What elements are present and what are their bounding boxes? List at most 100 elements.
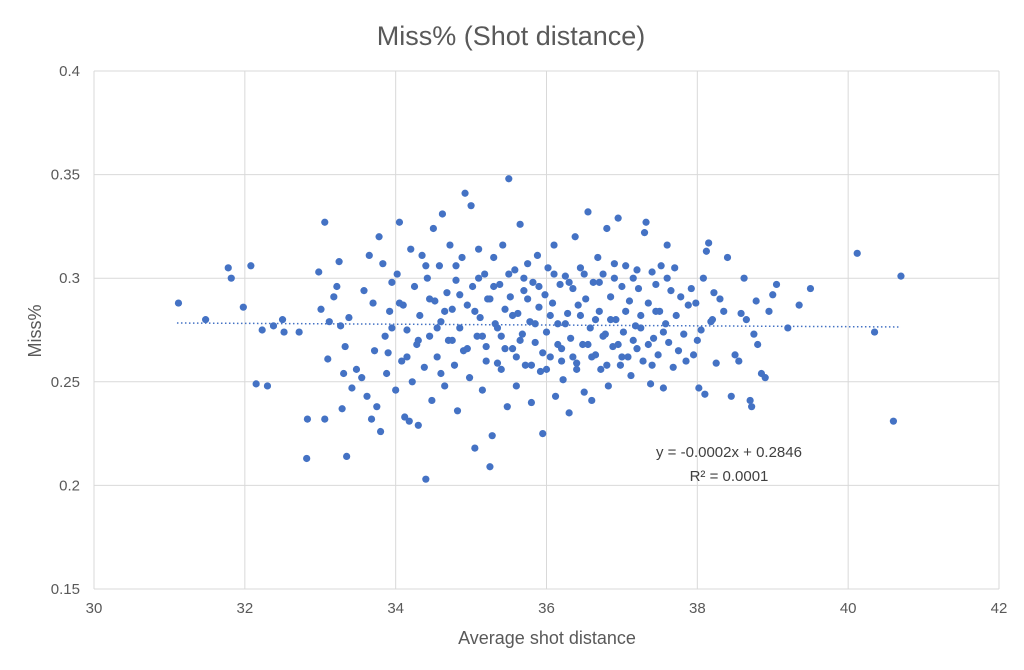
trendline-path (176, 322, 901, 328)
data-point (348, 384, 356, 392)
x-tick-label: 40 (840, 600, 857, 617)
data-point (527, 398, 536, 407)
data-point (625, 297, 634, 305)
data-point (561, 272, 569, 280)
data-point (765, 307, 773, 315)
data-point (239, 303, 247, 311)
data-point (453, 407, 462, 415)
data-point (433, 353, 441, 361)
data-point (752, 297, 760, 305)
data-point (333, 282, 341, 291)
data-point (363, 392, 371, 400)
data-point (740, 274, 748, 282)
data-point (475, 245, 483, 253)
data-point (422, 262, 430, 270)
data-point (554, 340, 562, 349)
data-point (748, 403, 756, 411)
data-point (612, 316, 620, 324)
trendline-r-squared: R² = 0.0001 (690, 468, 769, 485)
data-point (418, 251, 426, 260)
data-point (580, 270, 588, 278)
data-point (712, 359, 720, 367)
data-point (383, 369, 391, 378)
data-point (599, 270, 607, 278)
data-point (473, 332, 481, 340)
data-point (531, 338, 539, 347)
data-point (315, 268, 323, 276)
data-point (428, 396, 436, 405)
data-point (403, 353, 411, 361)
data-point (516, 336, 524, 344)
data-point (595, 307, 603, 315)
data-point (652, 307, 660, 315)
data-point (699, 274, 707, 282)
data-point (727, 392, 735, 400)
data-point (202, 316, 210, 324)
data-point (258, 326, 266, 334)
data-point (584, 208, 592, 216)
data-point (614, 340, 622, 349)
data-point (657, 262, 665, 270)
data-point (280, 328, 288, 336)
data-point (604, 382, 612, 390)
data-point (456, 291, 464, 299)
data-point (710, 289, 718, 297)
data-point (465, 374, 474, 382)
data-point (508, 345, 517, 353)
data-point (697, 326, 705, 334)
data-point (784, 324, 792, 332)
data-point (599, 332, 607, 340)
data-point (569, 284, 577, 293)
data-point (438, 210, 447, 218)
data-point (746, 396, 754, 405)
data-point (564, 309, 572, 318)
data-point (689, 351, 698, 359)
data-point (384, 349, 392, 357)
data-point (659, 328, 667, 336)
data-point (452, 276, 460, 284)
data-point (619, 328, 628, 336)
data-point (582, 295, 590, 303)
data-point (597, 365, 605, 373)
data-point (772, 280, 781, 289)
data-point (536, 367, 545, 376)
data-point (573, 365, 581, 373)
data-point (692, 299, 700, 307)
data-point (637, 311, 645, 320)
data-point (269, 322, 278, 330)
data-point (574, 301, 582, 309)
data-point (546, 311, 554, 320)
data-point (576, 311, 585, 320)
data-point (512, 353, 520, 361)
data-point (554, 320, 562, 328)
gridlines (93, 70, 1000, 590)
data-point (594, 253, 602, 262)
data-point (633, 266, 641, 274)
data-point (576, 264, 585, 272)
data-point (343, 452, 351, 460)
data-point (426, 295, 434, 303)
data-point (488, 432, 496, 440)
data-point (622, 262, 630, 270)
data-point (482, 357, 490, 365)
data-point (476, 313, 484, 322)
data-point (737, 309, 745, 318)
data-point (420, 363, 428, 371)
data-point (535, 303, 543, 311)
data-point (646, 380, 655, 388)
data-point (622, 307, 630, 315)
trendline-equation: y = -0.0002x + 0.2846 (656, 444, 802, 461)
data-point (337, 322, 345, 330)
data-point (403, 326, 411, 334)
data-point (516, 220, 524, 228)
data-point (556, 280, 564, 289)
data-point (548, 299, 557, 307)
data-point (571, 233, 579, 241)
data-point (501, 345, 509, 353)
data-point (174, 299, 183, 307)
data-point (682, 357, 690, 365)
data-point (386, 307, 394, 315)
data-point (503, 403, 511, 411)
data-point (603, 224, 611, 233)
